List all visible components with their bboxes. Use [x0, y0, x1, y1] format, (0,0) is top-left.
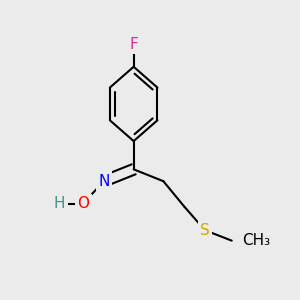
Text: F: F [129, 37, 138, 52]
Text: N: N [98, 174, 110, 189]
Text: CH₃: CH₃ [242, 233, 270, 248]
Text: O: O [77, 196, 89, 211]
Text: H: H [54, 196, 65, 211]
Text: S: S [200, 223, 210, 238]
